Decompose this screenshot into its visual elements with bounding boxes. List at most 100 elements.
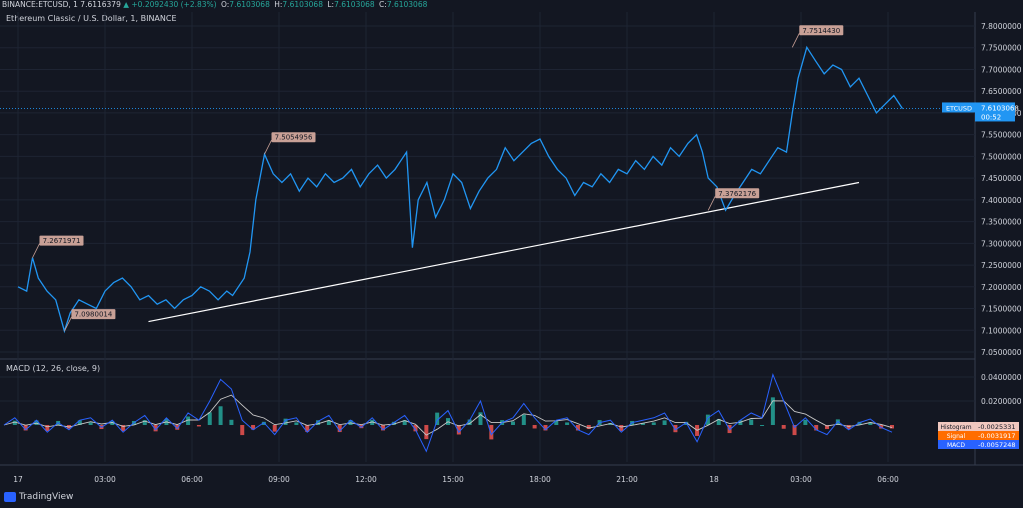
histogram-bar (705, 414, 710, 425)
macd-legend-value: -0.0057248 (978, 441, 1016, 449)
histogram-bar (121, 425, 126, 432)
histogram-bar (760, 425, 765, 426)
histogram-bar (305, 425, 310, 432)
histogram-bar (619, 425, 624, 432)
x-tick-label: 06:00 (877, 475, 899, 484)
histogram-bar (229, 419, 234, 425)
x-tick-label: 21:00 (616, 475, 638, 484)
trend-line (148, 181, 860, 323)
last-price-label: 7.6103068 (981, 104, 1019, 112)
histogram-bar (34, 420, 39, 425)
histogram-bar (12, 420, 17, 425)
y-tick-label: 7.7000000 (981, 65, 1022, 74)
histogram-bar (868, 422, 873, 425)
histogram-bar (337, 425, 342, 433)
histogram-bar (792, 425, 797, 436)
histogram-bar (402, 420, 407, 425)
x-tick-label: 18:00 (529, 475, 551, 484)
histogram-bar (153, 425, 158, 432)
tradingview-logo[interactable]: TradingView (4, 492, 73, 502)
histogram-bar (586, 425, 591, 430)
histogram-bar (781, 425, 786, 429)
histogram-bar (857, 421, 862, 425)
macd-legend-value: -0.0031917 (978, 432, 1016, 440)
histogram-bar (846, 425, 851, 430)
histogram-bar (532, 425, 537, 429)
x-tick-label: 09:00 (268, 475, 290, 484)
x-tick-label: 18 (709, 475, 719, 484)
histogram-bar (413, 425, 418, 432)
annotation-label: 7.5054956 (275, 134, 313, 142)
histogram-bar (825, 425, 830, 430)
y-tick-label: 7.5500000 (981, 131, 1022, 140)
histogram-bar (749, 419, 754, 425)
annotation-box (799, 25, 844, 36)
high-label: H: (274, 0, 283, 9)
annotation-label: 7.2671971 (43, 237, 81, 245)
macd-legend-name: Histogram (940, 424, 971, 431)
symbol-header: BINANCE:ETCUSD, 1 7.6116379 ▲ +0.2092430… (0, 0, 1023, 10)
macd-legend-value-box (975, 431, 1019, 440)
histogram-bar (23, 425, 28, 431)
histogram-bar (359, 425, 364, 429)
annotation-leader (707, 196, 716, 211)
price-change: ▲ +0.2092430 (+2.83%) (123, 0, 217, 9)
histogram-bar (175, 425, 180, 430)
histogram-bar (814, 425, 819, 431)
histogram-bar (251, 425, 256, 430)
current-price: 7.6116379 (80, 0, 121, 9)
y-tick-label: 7.3000000 (981, 239, 1022, 248)
histogram-bar (565, 422, 570, 425)
histogram-bar (261, 421, 266, 425)
y-tick-label: 7.6500000 (981, 87, 1022, 96)
histogram-bar (77, 420, 82, 425)
annotation-box (39, 235, 84, 246)
annotation-leader (264, 140, 272, 155)
close-value: 7.6103068 (386, 0, 428, 9)
histogram-bar (391, 421, 396, 425)
x-tick-label: 06:00 (181, 475, 203, 484)
histogram-bar (651, 422, 656, 425)
countdown-label: 00:52 (981, 113, 1001, 121)
histogram-bar (662, 420, 667, 425)
histogram-bar (640, 422, 645, 425)
histogram-bar (196, 425, 201, 427)
histogram-bar (716, 418, 721, 425)
histogram-bar (381, 425, 386, 431)
macd-legend-name: Signal (947, 433, 966, 440)
histogram-bar (770, 397, 775, 425)
histogram-bar (240, 425, 245, 436)
histogram-bar (435, 412, 440, 425)
annotation-leader (64, 316, 72, 332)
histogram-bar (521, 414, 526, 425)
annotation-leader (791, 33, 800, 48)
chart-title: Ethereum Classic / U.S. Dollar, 1, BINAN… (6, 14, 177, 23)
histogram-bar (283, 418, 288, 425)
y-tick-label: 7.1500000 (981, 305, 1022, 314)
y-tick-label: 7.4000000 (981, 196, 1022, 205)
x-tick-label: 17 (13, 475, 23, 484)
histogram-bar (510, 421, 515, 425)
histogram-bar (88, 422, 93, 425)
annotation-label: 7.0980014 (74, 311, 112, 319)
tradingview-icon (4, 492, 16, 502)
annotation-label: 7.7514430 (802, 27, 840, 35)
x-tick-label: 12:00 (355, 475, 377, 484)
x-tick-label: 03:00 (94, 475, 116, 484)
histogram-bar (45, 425, 50, 432)
histogram-bar (110, 421, 115, 425)
y-tick-label: 7.2500000 (981, 261, 1022, 270)
brand-label: TradingView (19, 492, 74, 502)
y-tick-label: 7.0500000 (981, 348, 1022, 357)
histogram-bar (370, 419, 375, 425)
y-tick-label: 7.1000000 (981, 326, 1022, 335)
macd-y-tick-label: 0.0200000 (981, 397, 1022, 406)
histogram-bar (673, 425, 678, 433)
histogram-bar (543, 425, 548, 431)
macd-legend-value-box (975, 440, 1019, 449)
histogram-bar (803, 419, 808, 425)
y-tick-label: 7.4500000 (981, 174, 1022, 183)
macd-legend-tag (938, 431, 975, 440)
open-value: 7.6103068 (229, 0, 270, 9)
